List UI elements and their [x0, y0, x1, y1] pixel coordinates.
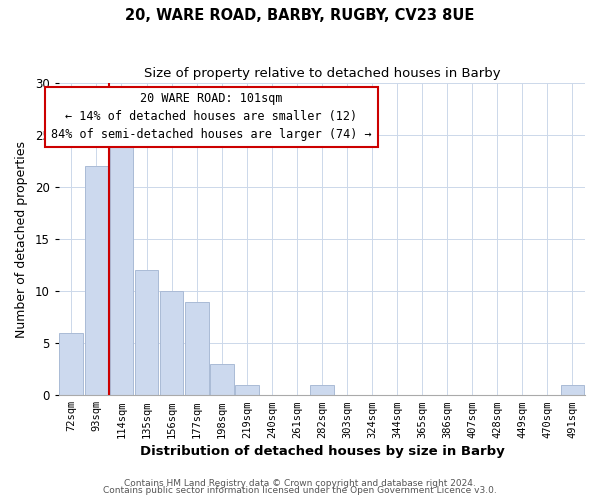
- Bar: [185, 302, 209, 395]
- Text: 20 WARE ROAD: 101sqm
← 14% of detached houses are smaller (12)
84% of semi-detac: 20 WARE ROAD: 101sqm ← 14% of detached h…: [51, 92, 372, 142]
- Bar: [560, 385, 584, 395]
- Title: Size of property relative to detached houses in Barby: Size of property relative to detached ho…: [143, 68, 500, 80]
- Text: Contains HM Land Registry data © Crown copyright and database right 2024.: Contains HM Land Registry data © Crown c…: [124, 478, 476, 488]
- Bar: [134, 270, 158, 395]
- Bar: [210, 364, 233, 395]
- X-axis label: Distribution of detached houses by size in Barby: Distribution of detached houses by size …: [140, 444, 504, 458]
- Bar: [310, 385, 334, 395]
- Bar: [85, 166, 109, 395]
- Bar: [160, 291, 184, 395]
- Bar: [110, 146, 133, 395]
- Y-axis label: Number of detached properties: Number of detached properties: [15, 140, 28, 338]
- Text: Contains public sector information licensed under the Open Government Licence v3: Contains public sector information licen…: [103, 486, 497, 495]
- Bar: [59, 333, 83, 395]
- Bar: [235, 385, 259, 395]
- Text: 20, WARE ROAD, BARBY, RUGBY, CV23 8UE: 20, WARE ROAD, BARBY, RUGBY, CV23 8UE: [125, 8, 475, 22]
